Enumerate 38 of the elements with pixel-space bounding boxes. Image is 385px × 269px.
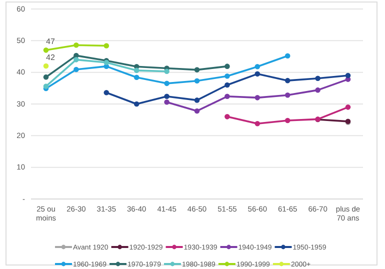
point: [224, 94, 230, 100]
point: [254, 95, 260, 100]
data-label: 42: [46, 53, 56, 62]
point: [224, 73, 230, 79]
point: [224, 64, 230, 69]
point: [43, 84, 49, 89]
point: [224, 82, 230, 88]
point: [164, 99, 170, 105]
point: [104, 90, 110, 96]
point: [74, 66, 79, 72]
point: [345, 104, 351, 110]
point: [194, 67, 200, 72]
point: [254, 64, 260, 70]
point: [284, 92, 290, 98]
point: [254, 71, 260, 77]
point: [74, 57, 79, 62]
point: [104, 43, 110, 48]
data-label: 47: [46, 37, 56, 46]
point: [134, 74, 140, 80]
point: [134, 68, 140, 74]
point: [74, 42, 79, 48]
point: [164, 94, 170, 100]
point: [194, 98, 200, 103]
point: [315, 87, 320, 93]
point: [134, 101, 140, 107]
point: [43, 74, 49, 80]
point: [284, 118, 290, 124]
point: [345, 72, 351, 78]
point: [164, 68, 170, 74]
point: [164, 80, 170, 86]
point: [224, 114, 230, 120]
point: [43, 48, 49, 53]
point: [254, 120, 260, 126]
point: [284, 78, 290, 84]
point: [194, 108, 200, 114]
point: [284, 53, 290, 59]
point: [315, 76, 320, 81]
point: [194, 78, 200, 84]
